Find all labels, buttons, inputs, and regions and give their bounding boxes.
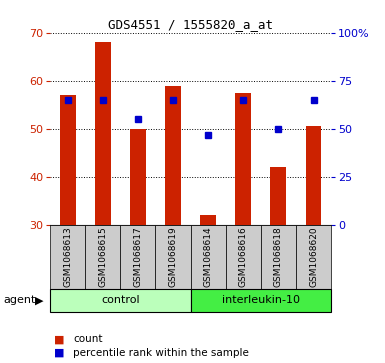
Text: ■: ■ bbox=[54, 348, 64, 358]
Bar bbox=[271, 167, 286, 225]
Bar bbox=[85, 225, 120, 289]
Bar bbox=[50, 225, 85, 289]
Bar bbox=[235, 93, 251, 225]
Text: GSM1068615: GSM1068615 bbox=[98, 227, 107, 287]
Text: GSM1068613: GSM1068613 bbox=[63, 227, 72, 287]
Bar bbox=[121, 225, 156, 289]
Bar bbox=[60, 95, 75, 225]
Bar bbox=[156, 225, 191, 289]
Text: GSM1068614: GSM1068614 bbox=[204, 227, 213, 287]
Text: count: count bbox=[73, 334, 103, 344]
Bar bbox=[130, 129, 146, 225]
Bar bbox=[226, 225, 261, 289]
Text: GSM1068620: GSM1068620 bbox=[309, 227, 318, 287]
Text: interleukin-10: interleukin-10 bbox=[222, 295, 300, 305]
Text: ■: ■ bbox=[54, 334, 64, 344]
Bar bbox=[200, 215, 216, 225]
Bar bbox=[306, 126, 321, 225]
Bar bbox=[50, 289, 191, 312]
Text: GSM1068617: GSM1068617 bbox=[133, 227, 142, 287]
Text: control: control bbox=[101, 295, 140, 305]
Bar bbox=[296, 225, 331, 289]
Text: percentile rank within the sample: percentile rank within the sample bbox=[73, 348, 249, 358]
Text: ▶: ▶ bbox=[35, 295, 43, 305]
Text: GSM1068618: GSM1068618 bbox=[274, 227, 283, 287]
Text: GSM1068616: GSM1068616 bbox=[239, 227, 248, 287]
Bar bbox=[191, 289, 331, 312]
Bar bbox=[95, 42, 110, 225]
Title: GDS4551 / 1555820_a_at: GDS4551 / 1555820_a_at bbox=[108, 19, 273, 32]
Bar bbox=[261, 225, 296, 289]
Bar bbox=[165, 86, 181, 225]
Text: agent: agent bbox=[4, 295, 36, 305]
Text: GSM1068619: GSM1068619 bbox=[169, 227, 177, 287]
Bar bbox=[191, 225, 226, 289]
